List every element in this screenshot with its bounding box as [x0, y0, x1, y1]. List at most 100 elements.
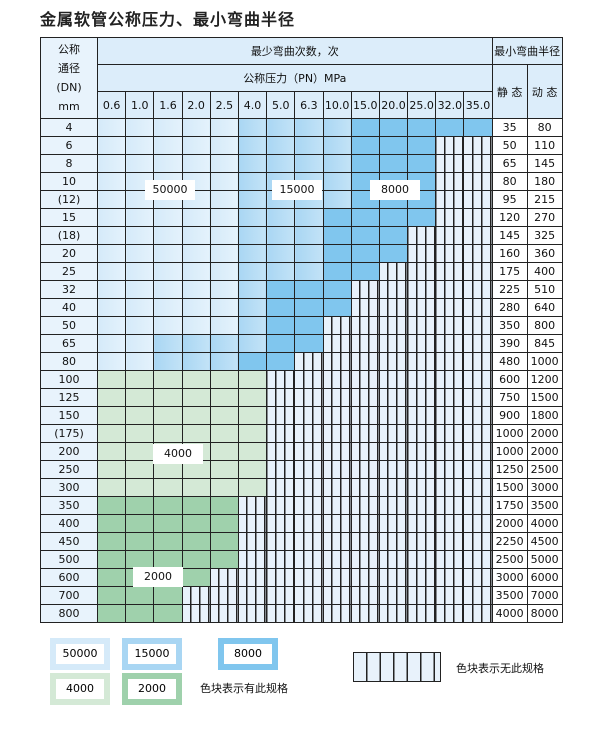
rating-cell — [181, 118, 211, 137]
static-radius-cell: 3500 — [491, 586, 528, 605]
rating-cell — [463, 514, 493, 533]
rating-cell — [125, 226, 155, 245]
rating-cell — [407, 262, 437, 281]
rating-cell — [463, 532, 493, 551]
rating-cell — [407, 460, 437, 479]
dynamic-radius-cell: 325 — [526, 226, 563, 245]
rating-cell — [294, 370, 324, 389]
rating-cell — [237, 298, 268, 317]
rating-cell — [435, 568, 465, 587]
rating-cell — [463, 370, 493, 389]
rating-cell — [350, 424, 380, 443]
dynamic-radius-cell: 2500 — [526, 460, 563, 479]
rating-cell — [266, 532, 296, 551]
rating-cell — [96, 586, 127, 605]
rating-cell — [435, 208, 465, 227]
rating-cell — [435, 136, 465, 155]
rating-cell — [463, 262, 493, 281]
rating-cell — [153, 550, 183, 569]
rating-cell — [266, 604, 296, 623]
rating-cell — [237, 244, 268, 263]
rating-cell — [209, 406, 239, 425]
dynamic-radius-cell: 110 — [526, 136, 563, 155]
rating-cell — [463, 352, 493, 371]
rating-cell — [350, 262, 380, 281]
rating-cell — [209, 568, 239, 587]
rating-cell — [294, 316, 324, 335]
rating-cell — [463, 478, 493, 497]
rating-cell — [407, 496, 437, 515]
rating-cell — [350, 280, 380, 299]
rating-cell — [181, 208, 211, 227]
dynamic-radius-cell: 1500 — [526, 388, 563, 407]
table-row: 450 2250 4500 — [40, 532, 563, 551]
static-radius-cell: 145 — [491, 226, 528, 245]
rating-cell — [153, 280, 183, 299]
rating-cell — [237, 370, 268, 389]
dynamic-radius-cell: 5000 — [526, 550, 563, 569]
rating-cell — [237, 280, 268, 299]
rating-cell — [294, 604, 324, 623]
rating-cell — [463, 568, 493, 587]
rating-cell — [125, 154, 155, 173]
rating-cell — [378, 370, 409, 389]
rating-cell — [435, 226, 465, 245]
rating-cell — [407, 568, 437, 587]
rating-cell — [350, 478, 380, 497]
rating-cell — [153, 118, 183, 137]
rating-cell — [96, 460, 127, 479]
rating-cell — [266, 496, 296, 515]
table-row: 350 1750 3500 — [40, 496, 563, 515]
rating-cell — [378, 154, 409, 173]
rating-cell — [378, 604, 409, 623]
rating-cell — [181, 388, 211, 407]
rating-cell — [322, 442, 352, 461]
rating-cell — [407, 604, 437, 623]
table-row: 80 480 1000 — [40, 352, 563, 371]
rating-cell — [96, 424, 127, 443]
table-row: 300 1500 3000 — [40, 478, 563, 497]
dn-cell: 50 — [40, 316, 98, 335]
rating-cell — [435, 406, 465, 425]
rating-cell — [96, 208, 127, 227]
rating-cell — [407, 478, 437, 497]
rating-cell — [378, 424, 409, 443]
rating-cell — [463, 496, 493, 515]
table-row: (18) 145 325 — [40, 226, 563, 245]
static-radius-cell: 175 — [491, 262, 528, 281]
rating-cell — [463, 604, 493, 623]
zone-label-15000: 15000 — [272, 180, 322, 200]
zone-label-2000: 2000 — [133, 567, 183, 587]
rating-cell — [463, 442, 493, 461]
rating-cell — [435, 424, 465, 443]
rating-cell — [463, 316, 493, 335]
rating-cell — [125, 496, 155, 515]
rating-cell — [266, 550, 296, 569]
rating-cell — [350, 406, 380, 425]
rating-cell — [209, 604, 239, 623]
rating-cell — [435, 190, 465, 209]
rating-cell — [209, 226, 239, 245]
rating-cell — [153, 208, 183, 227]
rating-cell — [350, 532, 380, 551]
rating-cell — [294, 478, 324, 497]
rating-cell — [237, 262, 268, 281]
rating-cell — [435, 496, 465, 515]
pressure-col-header: 2.5 — [209, 91, 239, 119]
rating-cell — [294, 442, 324, 461]
rating-cell — [463, 118, 493, 137]
table-row: 65 390 845 — [40, 334, 563, 353]
table-row: 15 120 270 — [40, 208, 563, 227]
rating-cell — [209, 550, 239, 569]
rating-cell — [322, 208, 352, 227]
rating-cell — [96, 316, 127, 335]
rating-cell — [294, 334, 324, 353]
dn-cell: 100 — [40, 370, 98, 389]
rating-cell — [435, 442, 465, 461]
static-radius-cell: 65 — [491, 154, 528, 173]
dn-cell: (18) — [40, 226, 98, 245]
rating-cell — [209, 118, 239, 137]
rating-cell — [237, 226, 268, 245]
zone-label-4000: 4000 — [153, 444, 203, 464]
rating-cell — [266, 406, 296, 425]
